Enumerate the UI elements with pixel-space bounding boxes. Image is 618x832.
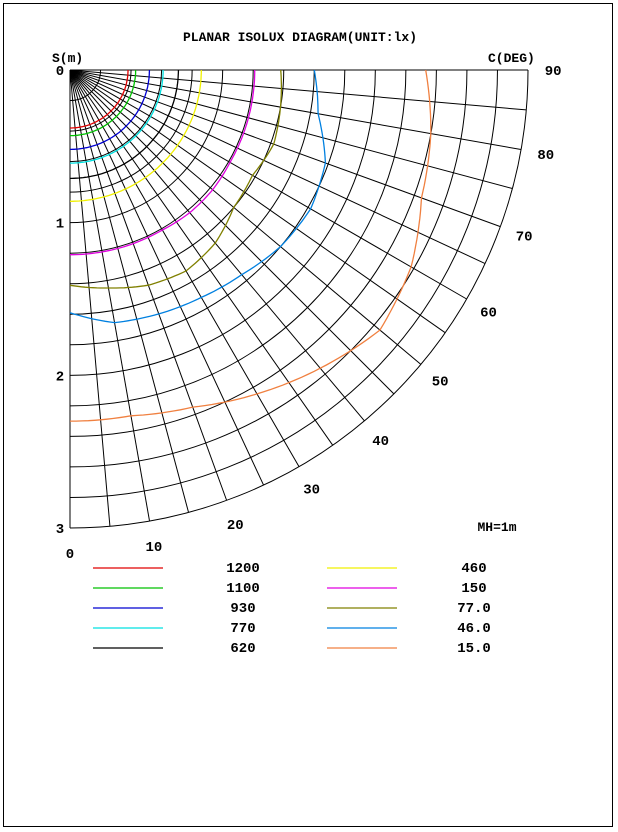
- angle-tick: 60: [480, 306, 497, 322]
- legend-label: 46.0: [457, 621, 491, 637]
- radial-tick: 3: [56, 522, 64, 538]
- grid-ray: [69, 69, 513, 190]
- grid-ray: [69, 69, 486, 265]
- angle-tick: 80: [537, 148, 554, 164]
- grid-ray: [69, 69, 422, 365]
- angle-tick: 40: [372, 434, 389, 450]
- angle-tick: 70: [516, 229, 533, 245]
- grid-ray: [69, 69, 365, 422]
- legend-label: 460: [461, 561, 486, 577]
- radial-tick: 2: [56, 369, 64, 385]
- chart-frame: [3, 3, 613, 827]
- polar-grid: [69, 69, 529, 529]
- legend-label: 77.0: [457, 601, 491, 617]
- radial-tick: 1: [56, 217, 64, 233]
- angle-tick: 10: [145, 540, 162, 556]
- isolines: [69, 69, 432, 422]
- grid-ray: [69, 69, 111, 527]
- isoline-1100: [70, 70, 137, 137]
- isoline-460: [70, 70, 202, 202]
- legend-label: 1100: [226, 581, 260, 597]
- grid-ray: [69, 69, 446, 334]
- radial-axis-label: S(m): [52, 51, 83, 66]
- chart-title: PLANAR ISOLUX DIAGRAM(UNIT:lx): [183, 30, 417, 45]
- angle-tick: 30: [303, 483, 320, 499]
- isoline-77.0: [69, 69, 283, 289]
- angular-axis-label: C(DEG): [488, 51, 535, 66]
- isoline-15.0: [70, 69, 432, 422]
- angle-tick: 90: [545, 64, 562, 80]
- legend-label: 620: [230, 641, 255, 657]
- isoline-46.0: [69, 69, 327, 324]
- isoline-770: [70, 70, 164, 164]
- legend: 1200 1100 930 770 620 460 150 77.0 46.0 15.0: [93, 561, 491, 657]
- angle-tick: 0: [66, 547, 74, 563]
- radial-tick: 0: [56, 64, 64, 80]
- isoline-1200: [70, 70, 129, 129]
- mh-annotation: MH=1m: [477, 520, 516, 535]
- legend-label: 770: [230, 621, 255, 637]
- legend-label: 15.0: [457, 641, 491, 657]
- grid-ray: [69, 69, 527, 111]
- angle-tick: 50: [432, 375, 449, 391]
- legend-label: 1200: [226, 561, 260, 577]
- grid-ray: [69, 69, 467, 300]
- grid-ray: [69, 69, 501, 228]
- angle-tick: 20: [227, 518, 244, 534]
- legend-label: 150: [461, 581, 486, 597]
- isoline-150: [70, 70, 256, 256]
- grid-ray: [69, 69, 265, 486]
- grid-ray: [69, 69, 190, 513]
- grid-ray: [69, 69, 151, 522]
- grid-ray: [69, 69, 300, 467]
- legend-label: 930: [230, 601, 255, 617]
- grid-ray: [69, 69, 395, 395]
- grid-ray: [69, 69, 522, 151]
- isoline-930: [70, 70, 151, 151]
- isoline-620: [70, 70, 180, 180]
